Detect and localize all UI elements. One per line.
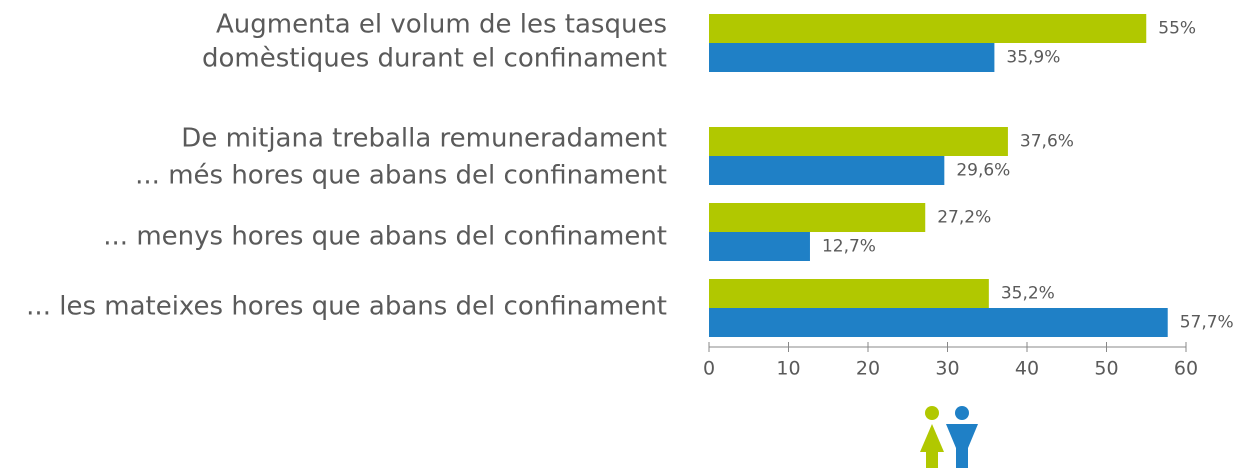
category-label: Augmenta el volum de les tasques xyxy=(216,10,667,40)
value-label: 37,6% xyxy=(1020,132,1074,152)
bar xyxy=(709,308,1168,337)
bar xyxy=(709,279,989,308)
group-label: De mitjana treballa remuneradament xyxy=(181,124,667,154)
bar xyxy=(709,127,1008,156)
bar xyxy=(709,232,810,261)
x-tick-label: 40 xyxy=(1015,358,1039,380)
category-label: domèstiques durant el confinament xyxy=(202,44,667,74)
category-label: ... menys hores que abans del confinamen… xyxy=(103,222,667,252)
value-label: 35,2% xyxy=(1001,284,1055,304)
value-label: 55% xyxy=(1158,19,1196,39)
value-label: 29,6% xyxy=(956,161,1010,181)
value-label: 35,9% xyxy=(1006,48,1060,68)
value-label: 57,7% xyxy=(1180,313,1234,333)
x-tick-label: 60 xyxy=(1174,358,1198,380)
x-tick-label: 30 xyxy=(935,358,959,380)
category-label: ... més hores que abans del confinament xyxy=(135,161,667,191)
bar xyxy=(709,156,945,185)
x-tick-label: 10 xyxy=(776,358,800,380)
category-label: ... les mateixes hores que abans del con… xyxy=(26,292,667,322)
x-tick-label: 0 xyxy=(703,358,715,380)
x-tick-label: 50 xyxy=(1094,358,1118,380)
bar xyxy=(709,203,926,232)
x-tick-label: 20 xyxy=(856,358,880,380)
value-label: 27,2% xyxy=(937,208,991,228)
gender-icon xyxy=(920,406,978,468)
bar xyxy=(709,14,1147,43)
value-label: 12,7% xyxy=(822,237,876,257)
bar xyxy=(709,43,995,72)
